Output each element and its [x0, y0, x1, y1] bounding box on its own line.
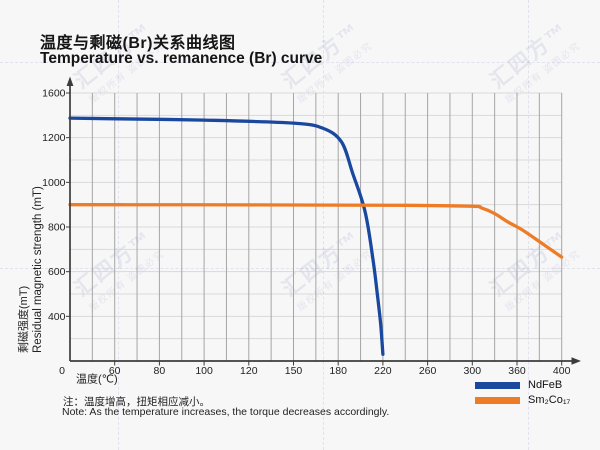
x-axis-arrow — [571, 357, 581, 365]
x-tick-label: 100 — [195, 365, 213, 377]
chart-title-zh: 温度与剩磁(Br)关系曲线图 — [40, 35, 236, 52]
x-tick-label: 180 — [329, 365, 347, 377]
x-tick-label: 0 — [59, 365, 65, 377]
legend-item-ndfeb: NdFeB — [475, 379, 570, 391]
curve-ndfeb — [68, 116, 385, 356]
y-axis-arrow — [66, 76, 74, 86]
chart-title-en: Temperature vs. remanence (Br) curve — [40, 50, 323, 67]
y-axis-title-en: Residual magnetic strength (mT) — [32, 186, 44, 353]
y-axis-title-zh: 剩磁强度(mT) — [16, 286, 30, 353]
legend-item-sm2co17: Sm₂Co₁₇ — [475, 394, 571, 406]
legend-swatch-sm2co17 — [475, 397, 520, 404]
x-tick-label: 220 — [374, 365, 392, 377]
note-en: Note: As the temperature increases, the … — [62, 406, 390, 418]
y-tick-label: 800 — [48, 222, 66, 234]
legend-label-sm2co17: Sm₂Co₁₇ — [528, 394, 571, 406]
x-tick-label: 80 — [154, 365, 166, 377]
x-tick-label: 260 — [419, 365, 437, 377]
x-tick-label: 300 — [464, 365, 482, 377]
x-axis-title: 温度(℃) — [76, 372, 118, 386]
x-tick-label: 360 — [508, 365, 526, 377]
x-tick-label: 60 — [109, 365, 121, 377]
x-tick-label: 120 — [240, 365, 258, 377]
note-zh: 注：温度增高，扭矩相应减小。 — [63, 396, 210, 408]
y-tick-label: 1000 — [42, 177, 66, 189]
legend-swatch-ndfeb — [475, 382, 520, 389]
y-tick-label: 400 — [48, 311, 66, 323]
y-tick-label: 600 — [48, 266, 66, 278]
y-tick-label: 1200 — [42, 132, 66, 144]
x-tick-label: 400 — [553, 365, 571, 377]
y-tick-label: 1600 — [42, 88, 66, 100]
curve-smco — [68, 203, 564, 259]
legend-label-ndfeb: NdFeB — [528, 379, 563, 391]
x-tick-label: 150 — [285, 365, 303, 377]
legend: NdFeB Sm₂Co₁₇ — [475, 379, 571, 406]
